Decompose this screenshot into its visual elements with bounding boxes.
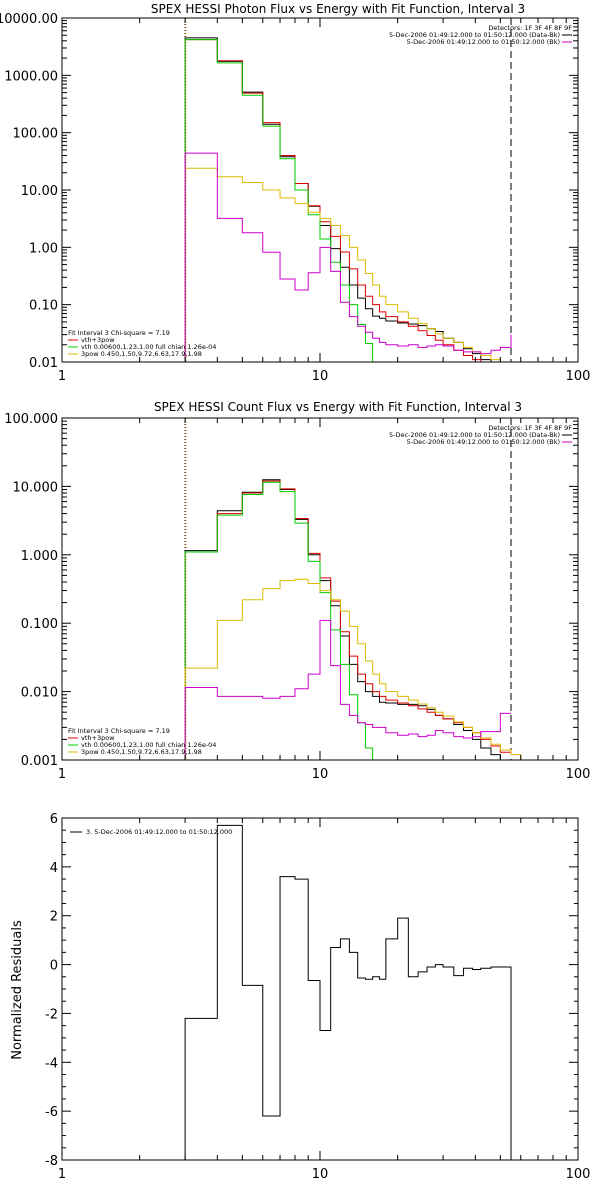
y-tick-label: 4 bbox=[50, 861, 58, 876]
y-tick-label: -2 bbox=[45, 1007, 58, 1022]
series-vth-3pow bbox=[184, 39, 492, 362]
legend-entry: 3. 5-Dec-2006 01:49:12.000 to 01:50:12.0… bbox=[86, 828, 232, 836]
x-tick-label: 100 bbox=[566, 767, 591, 782]
y-tick-label: 10.00 bbox=[21, 184, 58, 199]
series-bk bbox=[184, 619, 512, 760]
series-3-5-dec-2006-01-49-12-000-to-01-50-12-000 bbox=[184, 824, 512, 1160]
legend-entry: Detectors: 1F 3F 4F 8F 9F bbox=[488, 424, 572, 432]
legend-entry: vth+3pow bbox=[81, 734, 115, 742]
x-tick-label: 10 bbox=[312, 369, 329, 384]
y-tick-label: -4 bbox=[45, 1056, 58, 1071]
legend-entry: 5-Dec-2006 01:49:12.000 to 01:50:12.000 … bbox=[407, 38, 560, 46]
photon-flux-title: SPEX HESSI Photon Flux vs Energy with Fi… bbox=[151, 2, 525, 16]
x-tick-label: 10 bbox=[312, 1167, 329, 1182]
y-tick-label: 1.000 bbox=[21, 549, 58, 564]
count-flux-title: SPEX HESSI Count Flux vs Energy with Fit… bbox=[154, 400, 522, 414]
y-tick-label: 0 bbox=[50, 959, 58, 974]
y-tick-label: 6 bbox=[50, 812, 58, 827]
x-tick-label: 1 bbox=[58, 369, 66, 384]
x-tick-label: 100 bbox=[566, 1167, 591, 1182]
y-tick-label: -6 bbox=[45, 1105, 58, 1120]
plot-frame bbox=[61, 17, 579, 363]
y-tick-label: 0.100 bbox=[21, 617, 58, 632]
series-bk bbox=[184, 152, 512, 362]
series-data-bk bbox=[184, 37, 492, 362]
photon-flux-panel: SPEX HESSI Photon Flux vs Energy with Fi… bbox=[0, 2, 591, 384]
legend-entry: 5-Dec-2006 01:49:12.000 to 01:50:12.000 … bbox=[389, 431, 560, 439]
series-data-bk bbox=[184, 479, 512, 760]
series-vth bbox=[184, 39, 380, 362]
plot-area bbox=[184, 18, 512, 362]
legend-entry: 3pow 0.450,1.50,9.72,6.63,17.9,1.98 bbox=[81, 350, 202, 358]
legend-entry: Detectors: 1F 3F 4F 8F 9F bbox=[488, 24, 572, 32]
series-3pow bbox=[184, 167, 512, 362]
legend-entry: 5-Dec-2006 01:49:12.000 to 01:50:12.000 … bbox=[389, 31, 560, 39]
x-tick-label: 1 bbox=[58, 767, 66, 782]
residuals-y-axis-label: Normalized Residuals bbox=[10, 920, 25, 1060]
legend-entry: Fit Interval 3 Chi-square = 7.19 bbox=[68, 727, 170, 735]
series-vth-3pow bbox=[184, 480, 512, 760]
y-tick-label: 1000.00 bbox=[4, 69, 58, 84]
y-tick-label: -8 bbox=[45, 1154, 58, 1169]
y-tick-label: 2 bbox=[50, 910, 58, 925]
y-tick-label: 0.010 bbox=[21, 686, 58, 701]
x-tick-label: 1 bbox=[58, 1167, 66, 1182]
legend-entry: vth+3pow bbox=[81, 336, 115, 344]
y-tick-label: 100.00 bbox=[13, 127, 59, 142]
legend-entry: 5-Dec-2006 01:49:12.000 to 01:50:12.000 … bbox=[407, 438, 560, 446]
legend-entry: vth 0.00600,1.23,1.00 full chian 1.26e-0… bbox=[81, 741, 216, 749]
plot-area bbox=[184, 824, 512, 1160]
legend-entry: vth 0.00600,1.23,1.00 full chian 1.26e-0… bbox=[81, 343, 216, 351]
y-tick-label: 10.000 bbox=[13, 480, 59, 495]
legend-entry: 3pow 0.450,1.50,9.72,6.63,17.9,1.98 bbox=[81, 748, 202, 756]
y-tick-label: 0.01 bbox=[29, 356, 58, 371]
series-vth bbox=[184, 481, 374, 760]
series-3pow bbox=[184, 578, 532, 760]
y-tick-label: 10000.00 bbox=[0, 12, 58, 27]
y-tick-label: 0.001 bbox=[21, 754, 58, 769]
y-tick-label: 100.000 bbox=[4, 412, 58, 427]
legend-entry: Fit Interval 3 Chi-square = 7.19 bbox=[68, 329, 170, 337]
y-tick-label: 0.10 bbox=[29, 299, 58, 314]
residuals-panel: Normalized Residuals 1 10 100 6 4 2 0 -2 -4 -6 -8 3… bbox=[10, 812, 591, 1182]
x-tick-label: 10 bbox=[312, 767, 329, 782]
y-tick-label: 1.00 bbox=[29, 241, 58, 256]
x-tick-label: 100 bbox=[566, 369, 591, 384]
plot-area bbox=[184, 418, 532, 760]
count-flux-panel: SPEX HESSI Count Flux vs Energy with Fit… bbox=[4, 400, 591, 782]
